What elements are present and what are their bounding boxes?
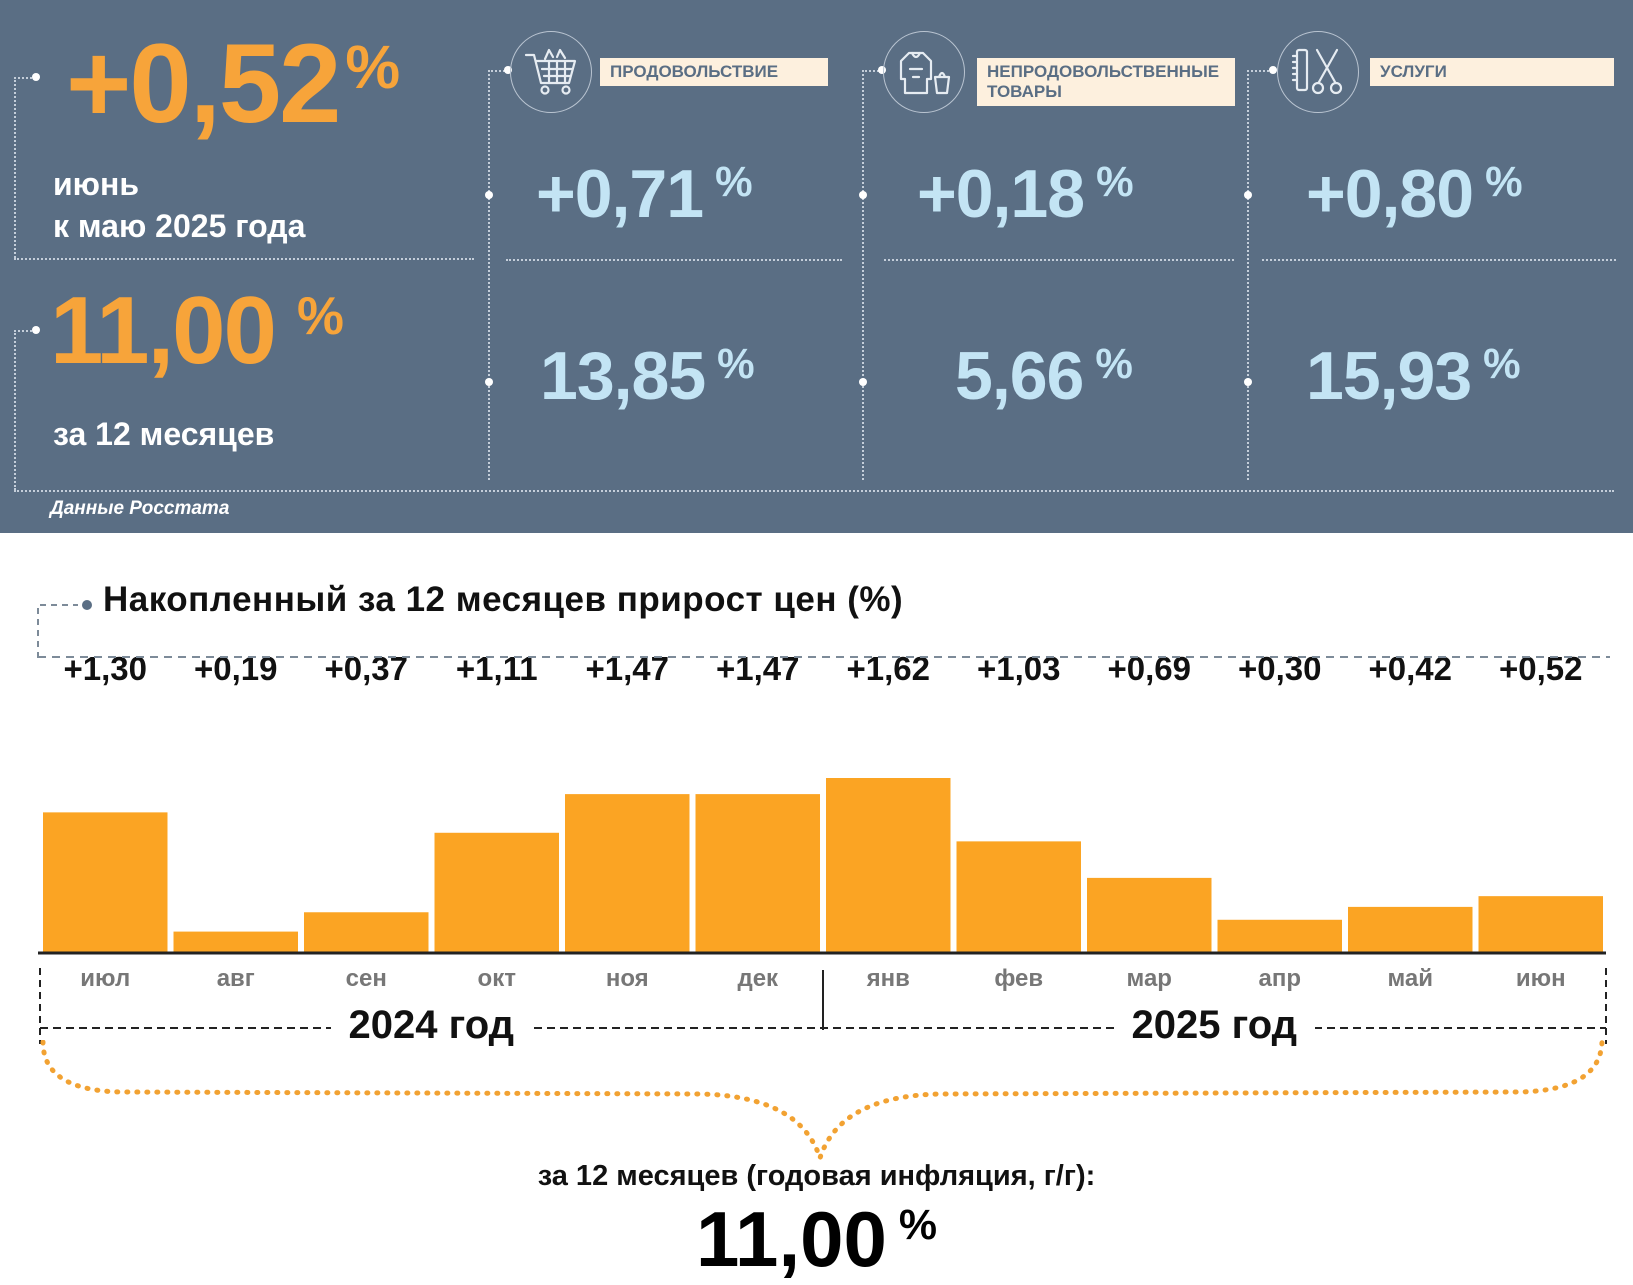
- total-value: 11,00%: [695, 1195, 938, 1283]
- value-label-сен: +0,37: [325, 650, 409, 687]
- value-label-фев: +1,03: [977, 650, 1061, 687]
- frame-dot: [32, 326, 40, 334]
- value-label-янв: +1,62: [847, 650, 931, 687]
- services-annual-value: 15,93%: [1306, 338, 1521, 414]
- row-dot: [859, 191, 867, 199]
- row-line: [506, 259, 842, 261]
- value-label-апр: +0,30: [1238, 650, 1322, 687]
- column-separator: [862, 70, 864, 480]
- frame-dot: [32, 73, 40, 81]
- value-label-дек: +1,47: [716, 650, 800, 687]
- connector-dot: [504, 66, 512, 74]
- food-monthly-value: +0,71%: [536, 156, 753, 232]
- row-line: [1262, 259, 1616, 261]
- title-connector: [37, 600, 92, 658]
- month-label-июн: июн: [1516, 965, 1566, 992]
- bar-сен: [304, 912, 429, 952]
- column-separator: [1247, 70, 1249, 480]
- month-label-апр: апр: [1258, 965, 1301, 992]
- connector-dot: [1269, 66, 1277, 74]
- month-label-дек: дек: [737, 965, 779, 992]
- bar-май: [1348, 906, 1473, 952]
- value-label-ноя: +1,47: [586, 650, 670, 687]
- shopping-cart-icon: [510, 31, 592, 113]
- bar-янв: [826, 778, 951, 952]
- month-label-мар: мар: [1127, 965, 1172, 992]
- month-label-сен: сен: [346, 965, 387, 992]
- scissors-comb-icon: [1277, 31, 1359, 113]
- year-label-2024: 2024 год: [330, 1003, 533, 1048]
- category-label-food: продовольствие: [600, 58, 828, 86]
- frame-line: [14, 77, 16, 258]
- bar-апр: [1217, 919, 1342, 952]
- nonfood-monthly-value: +0,18%: [917, 156, 1134, 232]
- value-label-июн: +0,52: [1499, 650, 1583, 687]
- connector-dot: [878, 66, 886, 74]
- month-label-ноя: ноя: [606, 965, 649, 992]
- annual-headline-value: 11,00%: [50, 277, 344, 384]
- nonfood-annual-value: 5,66%: [955, 338, 1133, 414]
- bar-мар: [1087, 877, 1212, 952]
- bar-фев: [956, 841, 1081, 952]
- frame-line: [14, 330, 16, 490]
- bar-ноя: [565, 794, 690, 952]
- value-label-авг: +0,19: [194, 650, 278, 687]
- frame-line: [14, 330, 36, 332]
- bar-июл: [43, 812, 168, 952]
- bar-дек: [695, 794, 820, 952]
- annual-headline-label: за 12 месяцев: [53, 416, 275, 452]
- column-separator: [488, 70, 490, 480]
- frame-line: [14, 258, 474, 260]
- row-dot: [485, 191, 493, 199]
- summary-panel: +0,52% июнь к маю 2025 года 11,00% за 12…: [0, 0, 1633, 533]
- data-source: Данные Росстата: [50, 498, 230, 519]
- row-dot: [1244, 191, 1252, 199]
- month-label-окт: окт: [478, 965, 517, 992]
- food-annual-value: 13,85%: [540, 338, 755, 414]
- bar-июн: [1478, 896, 1603, 952]
- total-caption: за 12 месяцев (годовая инфляция, г/г):: [537, 1160, 1096, 1192]
- connector-line: [1247, 70, 1273, 72]
- value-label-мар: +0,69: [1108, 650, 1192, 687]
- total-brace: [40, 1040, 1605, 1167]
- row-dot: [1244, 378, 1252, 386]
- frame-line: [14, 490, 1614, 492]
- clothing-icon: [883, 31, 965, 113]
- row-dot: [859, 378, 867, 386]
- services-monthly-value: +0,80%: [1306, 156, 1523, 232]
- row-dot: [485, 378, 493, 386]
- bar-chart: +1,30 июл +0,19 авг +0,37 сен +1,11 окт +1,47 ноя…: [38, 650, 1610, 1044]
- bar-окт: [434, 832, 559, 952]
- month-label-июл: июл: [80, 965, 130, 992]
- bar-авг: [173, 931, 298, 952]
- month-label-фев: фев: [994, 965, 1043, 992]
- month-label-авг: авг: [217, 965, 255, 992]
- row-line: [884, 259, 1234, 261]
- connector-line: [862, 70, 882, 72]
- chart-title: Накопленный за 12 месяцев прирост цен (%…: [103, 580, 904, 619]
- monthly-headline-label: июнь к маю 2025 года: [53, 166, 306, 244]
- month-label-янв: янв: [866, 965, 910, 992]
- frame-line: [14, 77, 36, 79]
- category-label-services: услуги: [1370, 58, 1614, 86]
- value-label-май: +0,42: [1369, 650, 1453, 687]
- connector-line: [488, 70, 508, 72]
- value-label-окт: +1,11: [456, 650, 538, 687]
- monthly-headline-value: +0,52%: [66, 21, 401, 146]
- year-label-2025: 2025 год: [1113, 1003, 1316, 1048]
- month-label-май: май: [1387, 965, 1433, 992]
- value-label-июл: +1,30: [64, 650, 148, 687]
- category-label-nonfood: непродовольственные товары: [977, 58, 1235, 106]
